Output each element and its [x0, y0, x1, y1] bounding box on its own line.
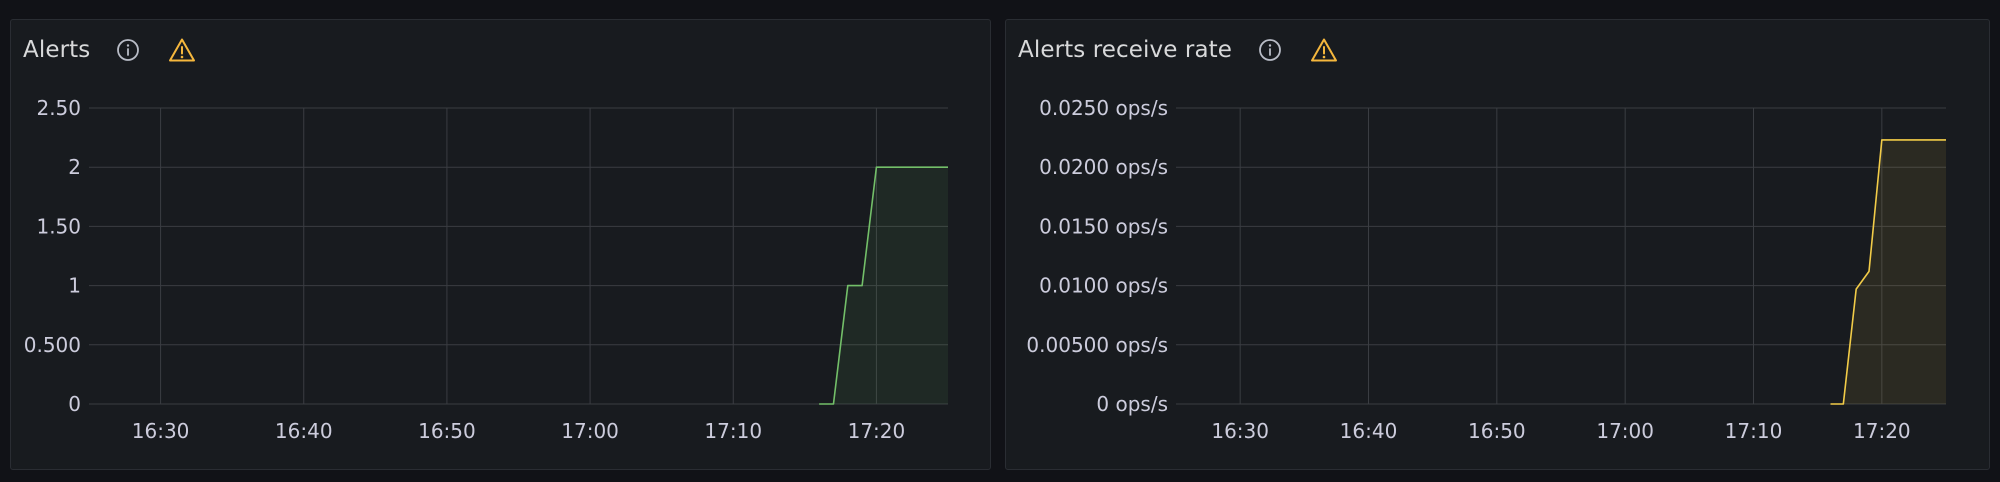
x-tick-label: 17:10: [1725, 419, 1783, 443]
alerts-receive-rate-panel: Alerts receive rate 0 ops/s 0.00500 ops/s…: [1005, 19, 1990, 470]
x-tick-label: 16:40: [1340, 419, 1398, 443]
x-tick-label: 17:00: [561, 419, 619, 443]
y-tick-label: 0.0100 ops/s: [1039, 274, 1168, 298]
panel-header: Alerts: [11, 20, 990, 80]
warning-triangle-icon[interactable]: [1310, 36, 1338, 64]
y-tick-label: 1.50: [36, 214, 81, 238]
series-area: [1830, 139, 1946, 404]
y-tick-label: 0.500: [24, 333, 81, 357]
info-circle-icon[interactable]: [1256, 36, 1284, 64]
x-tick-label: 16:30: [1211, 419, 1269, 443]
series-line: [819, 166, 948, 405]
alerts-chart: 0 0.500 1 1.50 2 2.50 16:30 16:40 16:50 17:00 17:1…: [24, 96, 948, 443]
y-tick-label: 0.00500 ops/s: [1026, 333, 1168, 357]
y-tick-label: 2: [68, 155, 81, 179]
x-tick-label: 16:50: [1468, 419, 1526, 443]
x-tick-label: 17:00: [1596, 419, 1654, 443]
alerts-panel: Alerts 0 0.500 1 1.50 2 2.50 16:30 16:40 16:50 17…: [10, 19, 991, 470]
y-tick-label: 0 ops/s: [1096, 392, 1168, 416]
info-circle-icon[interactable]: [114, 36, 142, 64]
y-tick-label: 0: [68, 392, 81, 416]
x-tick-label: 17:20: [848, 419, 906, 443]
panel-title[interactable]: Alerts receive rate: [1018, 37, 1233, 63]
series-area: [819, 167, 948, 404]
series-line: [1830, 139, 1946, 405]
y-tick-label: 0.0200 ops/s: [1039, 155, 1168, 179]
y-tick-label: 0.0250 ops/s: [1039, 96, 1168, 120]
x-tick-label: 17:20: [1853, 419, 1911, 443]
alerts-receive-rate-chart: 0 ops/s 0.00500 ops/s 0.0100 ops/s 0.0150 o…: [1026, 96, 1946, 443]
x-tick-label: 17:10: [704, 419, 762, 443]
x-tick-label: 16:50: [418, 419, 476, 443]
y-tick-label: 1: [68, 274, 81, 298]
panel-title[interactable]: Alerts: [23, 37, 91, 63]
warning-triangle-icon[interactable]: [168, 36, 196, 64]
y-tick-label: 0.0150 ops/s: [1039, 214, 1168, 238]
x-tick-label: 16:40: [275, 419, 333, 443]
panel-header: Alerts receive rate: [1006, 20, 1989, 80]
y-tick-label: 2.50: [36, 96, 81, 120]
x-tick-label: 16:30: [132, 419, 190, 443]
